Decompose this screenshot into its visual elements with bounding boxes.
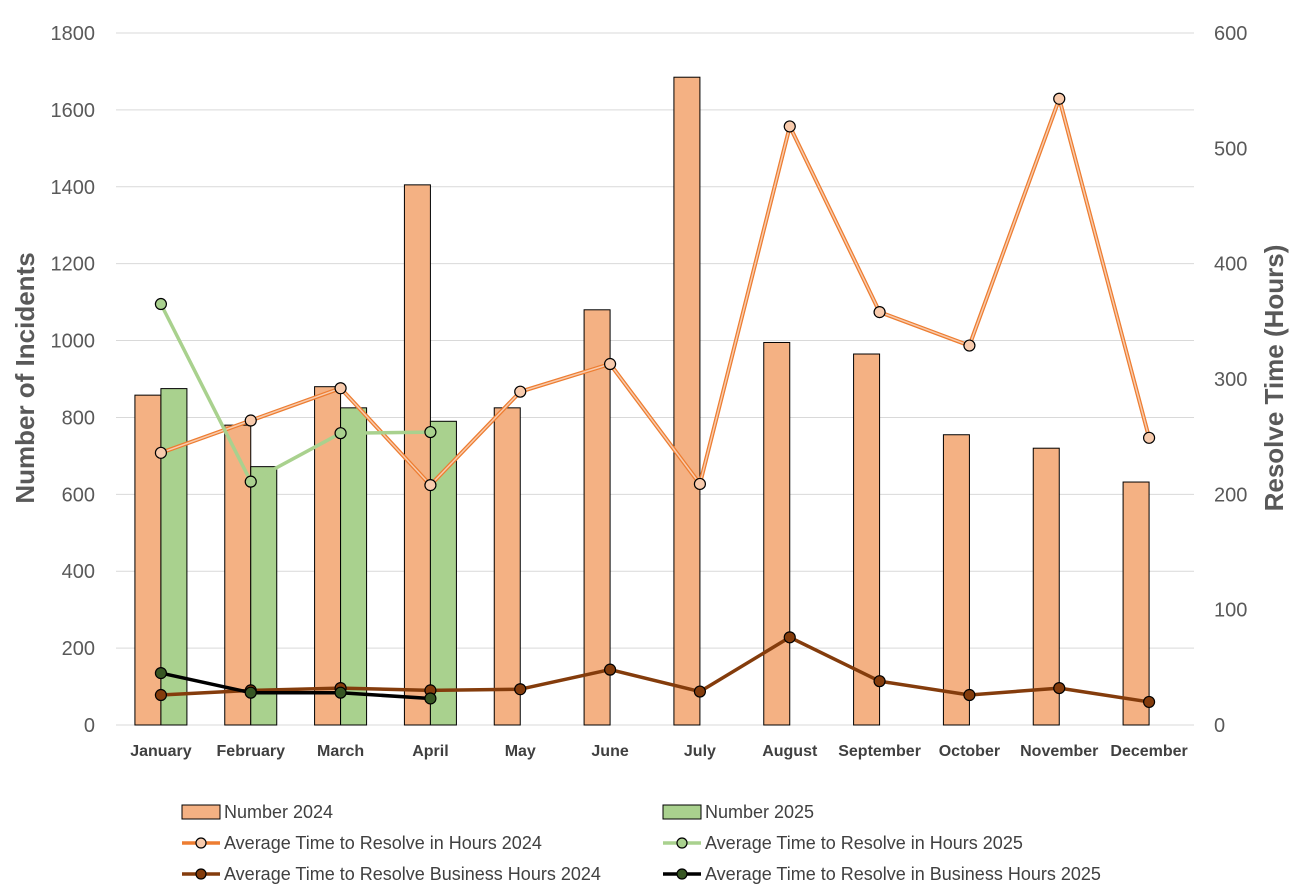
bar: [853, 353, 881, 726]
y2-tick-label: 300: [1214, 369, 1247, 391]
series-line-inner: [160, 97, 1150, 486]
legend-label: Number 2024: [224, 802, 333, 822]
bar: [763, 341, 791, 726]
y-tick-label: 1600: [51, 100, 96, 122]
y-tick-label: 800: [62, 407, 95, 429]
data-point: [873, 675, 886, 688]
y-tick-label: 200: [62, 638, 95, 660]
bar: [583, 309, 611, 726]
y2-tick-label: 200: [1214, 484, 1247, 506]
data-point: [514, 385, 527, 398]
data-point: [154, 446, 168, 459]
bars: [134, 76, 1150, 726]
data-point: [693, 685, 707, 698]
series-line: [160, 671, 431, 701]
data-point: [334, 686, 347, 699]
x-tick-label: February: [217, 743, 286, 760]
data-point: [783, 120, 796, 133]
data-point: [424, 692, 437, 705]
series-line: [160, 96, 1152, 488]
y-tick-label: 1400: [51, 177, 96, 199]
x-tick-label: March: [317, 743, 364, 760]
data-point: [244, 475, 257, 488]
x-tick-label: August: [762, 743, 818, 760]
data-point: [1053, 681, 1066, 695]
data-point: [154, 666, 168, 680]
bar: [429, 420, 457, 726]
data-point: [154, 297, 168, 311]
data-point: [334, 382, 347, 395]
y2-tick-label: 100: [1214, 600, 1247, 622]
data-point: [1053, 92, 1066, 105]
series-line: [159, 303, 431, 484]
legend-marker: [195, 837, 207, 849]
legend-label: Average Time to Resolve in Hours 2024: [224, 833, 542, 853]
axes: 0 200 400 600 800 1000 1200 1400 1600 1800 0 100 200…: [51, 23, 1248, 760]
legend-label: Number 2025: [705, 802, 814, 822]
legend-marker: [195, 868, 207, 880]
bar: [1122, 481, 1150, 726]
data-point: [514, 683, 527, 696]
y-axis-title: Number of Incidents: [10, 252, 40, 503]
data-point: [963, 339, 976, 352]
y2-tick-label: 400: [1214, 254, 1247, 276]
y2-tick-label: 600: [1214, 23, 1247, 45]
lines: [154, 92, 1156, 709]
y-tick-label: 1800: [51, 23, 96, 45]
bar: [673, 76, 701, 726]
x-tick-label: April: [412, 743, 448, 760]
bar: [942, 434, 970, 726]
bar: [493, 407, 521, 726]
x-tick-label: January: [130, 743, 191, 760]
data-point: [783, 631, 796, 644]
x-tick-label: June: [591, 743, 628, 760]
x-tick-label: May: [505, 743, 536, 760]
legend-label: Average Time to Resolve in Hours 2025: [705, 833, 1023, 853]
y-tick-label: 0: [84, 715, 95, 737]
y2-axis-title: Resolve Time (Hours): [1259, 245, 1289, 512]
legend-marker: [676, 868, 688, 880]
x-tick-label: July: [684, 743, 716, 760]
legend: Number 2024 Number 2025 Average Time to Re…: [181, 802, 1101, 884]
legend-marker: [676, 837, 688, 849]
legend-swatch: [181, 804, 221, 820]
data-point: [963, 688, 976, 702]
x-tick-label: December: [1110, 743, 1187, 760]
data-point: [154, 688, 168, 702]
y2-tick-label: 500: [1214, 138, 1247, 160]
y-tick-label: 400: [62, 561, 95, 583]
series-line: [160, 635, 1150, 704]
y-tick-label: 1200: [51, 254, 96, 276]
legend-label: Average Time to Resolve in Business Hour…: [705, 864, 1101, 884]
data-point: [873, 306, 886, 319]
data-point: [603, 357, 617, 371]
y2-tick-label: 0: [1214, 715, 1225, 737]
x-tick-label: November: [1020, 743, 1098, 760]
data-point: [244, 686, 257, 699]
data-point: [693, 477, 707, 491]
data-point: [244, 414, 257, 427]
legend-label: Average Time to Resolve Business Hours 2…: [224, 864, 601, 884]
bar: [250, 466, 278, 726]
data-point: [424, 425, 437, 439]
bar: [340, 407, 368, 726]
legend-swatch: [662, 804, 702, 820]
data-point: [1142, 431, 1156, 444]
data-point: [603, 663, 617, 676]
data-point: [424, 479, 437, 492]
bar: [403, 184, 431, 726]
x-tick-label: October: [939, 743, 1000, 760]
data-point: [334, 427, 347, 440]
y-tick-label: 600: [62, 484, 95, 506]
bar: [1032, 447, 1060, 726]
gridlines: [116, 32, 1194, 726]
data-point: [1142, 695, 1156, 709]
x-tick-label: September: [838, 743, 921, 760]
y-tick-label: 1000: [51, 331, 96, 353]
